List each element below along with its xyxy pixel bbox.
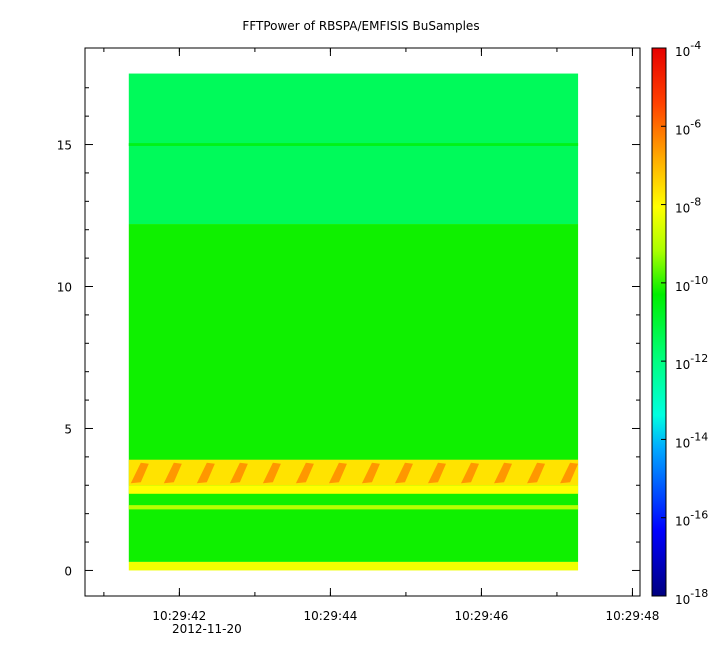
- y-tick-label: 5: [64, 422, 72, 436]
- heatmap-streak: [527, 462, 546, 484]
- heatmap-streak: [295, 462, 314, 484]
- heatmap-streak: [461, 462, 480, 484]
- heatmap-streak: [196, 462, 215, 484]
- heatmap-streak: [361, 462, 380, 484]
- heatmap-streak: [262, 462, 281, 484]
- x-tick-label: 10:29:44: [303, 609, 357, 623]
- y-tick-label: 10: [57, 281, 72, 295]
- colorbar: 10-4 10-6 10-8 10-10 10-12 10-14 10-16 10-18: [651, 39, 708, 607]
- spectrogram-heatmap: [128, 73, 579, 571]
- heatmap-streak: [560, 462, 579, 484]
- plot-area: 10:29:42 10:29:44 10:29:46 10:29:48 051015 …: [57, 47, 659, 636]
- heatmap-band-5: [128, 505, 579, 510]
- heatmap-band-2: [128, 224, 579, 562]
- heatmap-band-1: [128, 143, 579, 146]
- colorbar-tick-label: 10-12: [675, 352, 708, 372]
- chart-title: FFTPower of RBSPA/EMFISIS BuSamples: [242, 19, 479, 33]
- x-tick-label: 10:29:42: [152, 609, 206, 623]
- heatmap-streak: [394, 462, 413, 484]
- heatmap-streak: [427, 462, 446, 484]
- x-tick-label: 10:29:46: [454, 609, 508, 623]
- colorbar-tick-label: 10-16: [675, 509, 708, 529]
- colorbar-gradient: [651, 47, 667, 597]
- heatmap-band-6: [128, 561, 579, 571]
- x-tick-label: 10:29:48: [605, 609, 659, 623]
- heatmap-streak: [328, 462, 347, 484]
- y-axis: 0 5 10 15: [57, 87, 640, 578]
- heatmap-band-4: [128, 485, 579, 494]
- colorbar-tick-label: 10-18: [675, 587, 708, 607]
- colorbar-tick-label: 10-8: [675, 196, 701, 216]
- colorbar-tick-label: 10-14: [675, 430, 708, 450]
- heatmap-streak: [163, 462, 182, 484]
- colorbar-ticks: 10-4 10-6 10-8 10-10 10-12 10-14 10-16 10-18: [661, 39, 708, 607]
- heatmap-streak: [229, 462, 248, 484]
- heatmap-streak: [494, 462, 513, 484]
- x-axis-date-label: 2012-11-20: [172, 622, 242, 636]
- x-axis: 10:29:42 10:29:44 10:29:46 10:29:48: [103, 48, 659, 623]
- heatmap-band-0: [128, 73, 579, 225]
- colorbar-tick-label: 10-10: [675, 274, 708, 294]
- y-tick-label: 0: [64, 564, 72, 578]
- heatmap-streak: [130, 462, 149, 484]
- y-tick-label: 15: [57, 139, 72, 153]
- colorbar-tick-label: 10-6: [675, 117, 701, 137]
- colorbar-tick-label: 10-4: [675, 39, 701, 59]
